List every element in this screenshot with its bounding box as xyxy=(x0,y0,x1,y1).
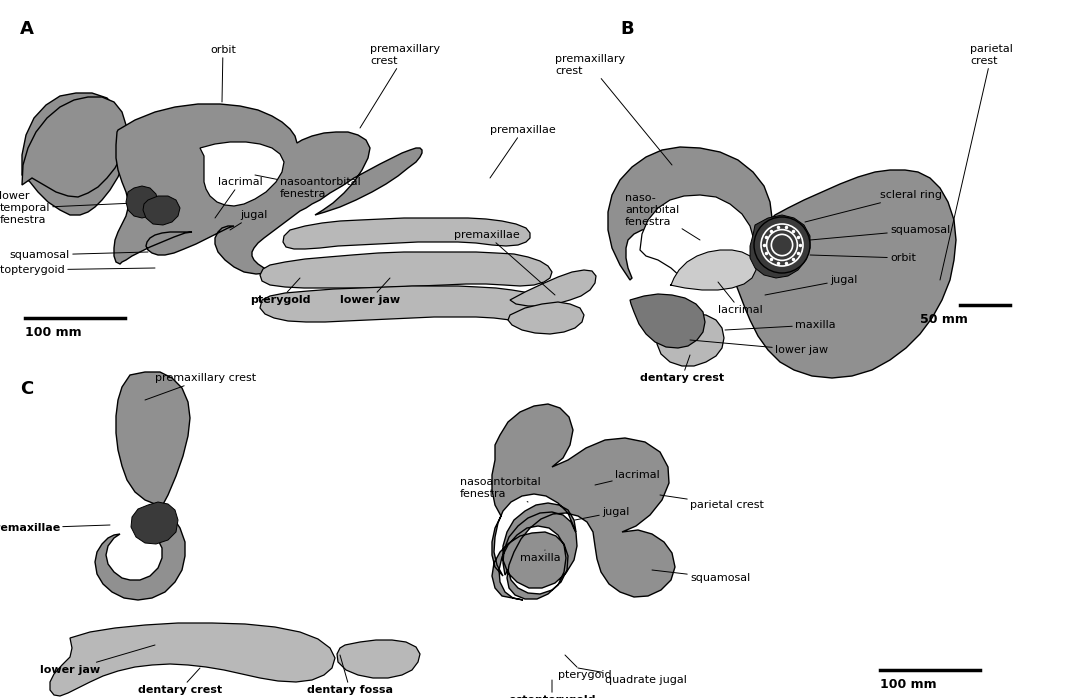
Polygon shape xyxy=(337,640,421,678)
Polygon shape xyxy=(608,147,956,378)
Text: nasoantorbital
fenestra: nasoantorbital fenestra xyxy=(461,477,540,502)
Polygon shape xyxy=(261,286,542,322)
Text: pterygold: pterygold xyxy=(250,278,310,305)
Polygon shape xyxy=(492,404,675,600)
Text: lacrimal: lacrimal xyxy=(595,470,659,485)
Polygon shape xyxy=(22,97,126,197)
Polygon shape xyxy=(126,186,158,218)
Polygon shape xyxy=(95,372,190,600)
Polygon shape xyxy=(283,218,530,249)
Text: lower
temporal
fenestra: lower temporal fenestra xyxy=(0,191,135,225)
Text: lacrimal: lacrimal xyxy=(215,177,263,218)
Polygon shape xyxy=(510,270,596,306)
Text: quadrate jugal: quadrate jugal xyxy=(578,668,686,685)
Text: pterygoid: pterygoid xyxy=(558,655,612,680)
Text: premaxillary
crest: premaxillary crest xyxy=(360,44,440,128)
Text: 50 mm: 50 mm xyxy=(920,313,967,326)
Polygon shape xyxy=(630,294,705,348)
Text: premaxillae: premaxillae xyxy=(0,523,110,533)
Text: jugal: jugal xyxy=(575,507,629,520)
Text: squamosal: squamosal xyxy=(810,225,950,240)
Text: ectopterygold: ectopterygold xyxy=(508,680,596,698)
Polygon shape xyxy=(22,93,126,215)
Text: squamosal: squamosal xyxy=(10,250,148,260)
Text: lacrimal: lacrimal xyxy=(718,282,763,315)
Text: nasoantorbital
fenestra: nasoantorbital fenestra xyxy=(255,175,361,199)
Text: parietal crest: parietal crest xyxy=(660,495,764,510)
Text: 100 mm: 100 mm xyxy=(880,678,936,691)
Text: ectopterygoid: ectopterygoid xyxy=(0,265,155,275)
Text: jugal: jugal xyxy=(765,275,857,295)
Text: C: C xyxy=(21,380,34,398)
Polygon shape xyxy=(200,142,284,206)
Polygon shape xyxy=(261,252,552,288)
Text: naso-
antorbital
fenestra: naso- antorbital fenestra xyxy=(625,193,700,240)
Text: premaxillary crest: premaxillary crest xyxy=(145,373,256,400)
Text: premaxillae: premaxillae xyxy=(454,230,555,295)
Text: maxilla: maxilla xyxy=(725,320,836,330)
Text: scleral ring: scleral ring xyxy=(805,190,942,222)
Text: maxilla: maxilla xyxy=(520,550,561,563)
Text: dentary fossa: dentary fossa xyxy=(307,655,393,695)
Text: premaxillary
crest: premaxillary crest xyxy=(555,54,672,165)
Polygon shape xyxy=(143,196,181,225)
Text: orbit: orbit xyxy=(210,45,236,102)
Text: A: A xyxy=(21,20,34,38)
Text: jugal: jugal xyxy=(230,210,267,230)
Polygon shape xyxy=(114,104,422,274)
Circle shape xyxy=(755,217,810,273)
Polygon shape xyxy=(750,215,810,278)
Text: orbit: orbit xyxy=(810,253,916,263)
Polygon shape xyxy=(50,623,335,696)
Text: 100 mm: 100 mm xyxy=(25,326,82,339)
Text: parietal
crest: parietal crest xyxy=(940,44,1013,280)
Text: lower jaw: lower jaw xyxy=(690,340,828,355)
Polygon shape xyxy=(670,250,756,290)
Polygon shape xyxy=(508,302,584,334)
Text: lower jaw: lower jaw xyxy=(40,645,155,675)
Text: squamosal: squamosal xyxy=(652,570,750,583)
Text: lower jaw: lower jaw xyxy=(339,278,400,305)
Text: dentary crest: dentary crest xyxy=(138,668,222,695)
Text: B: B xyxy=(620,20,633,38)
Polygon shape xyxy=(131,502,178,544)
Text: dentary crest: dentary crest xyxy=(640,355,724,383)
Polygon shape xyxy=(640,195,755,288)
Polygon shape xyxy=(657,314,724,366)
Text: premaxillae: premaxillae xyxy=(490,125,556,178)
